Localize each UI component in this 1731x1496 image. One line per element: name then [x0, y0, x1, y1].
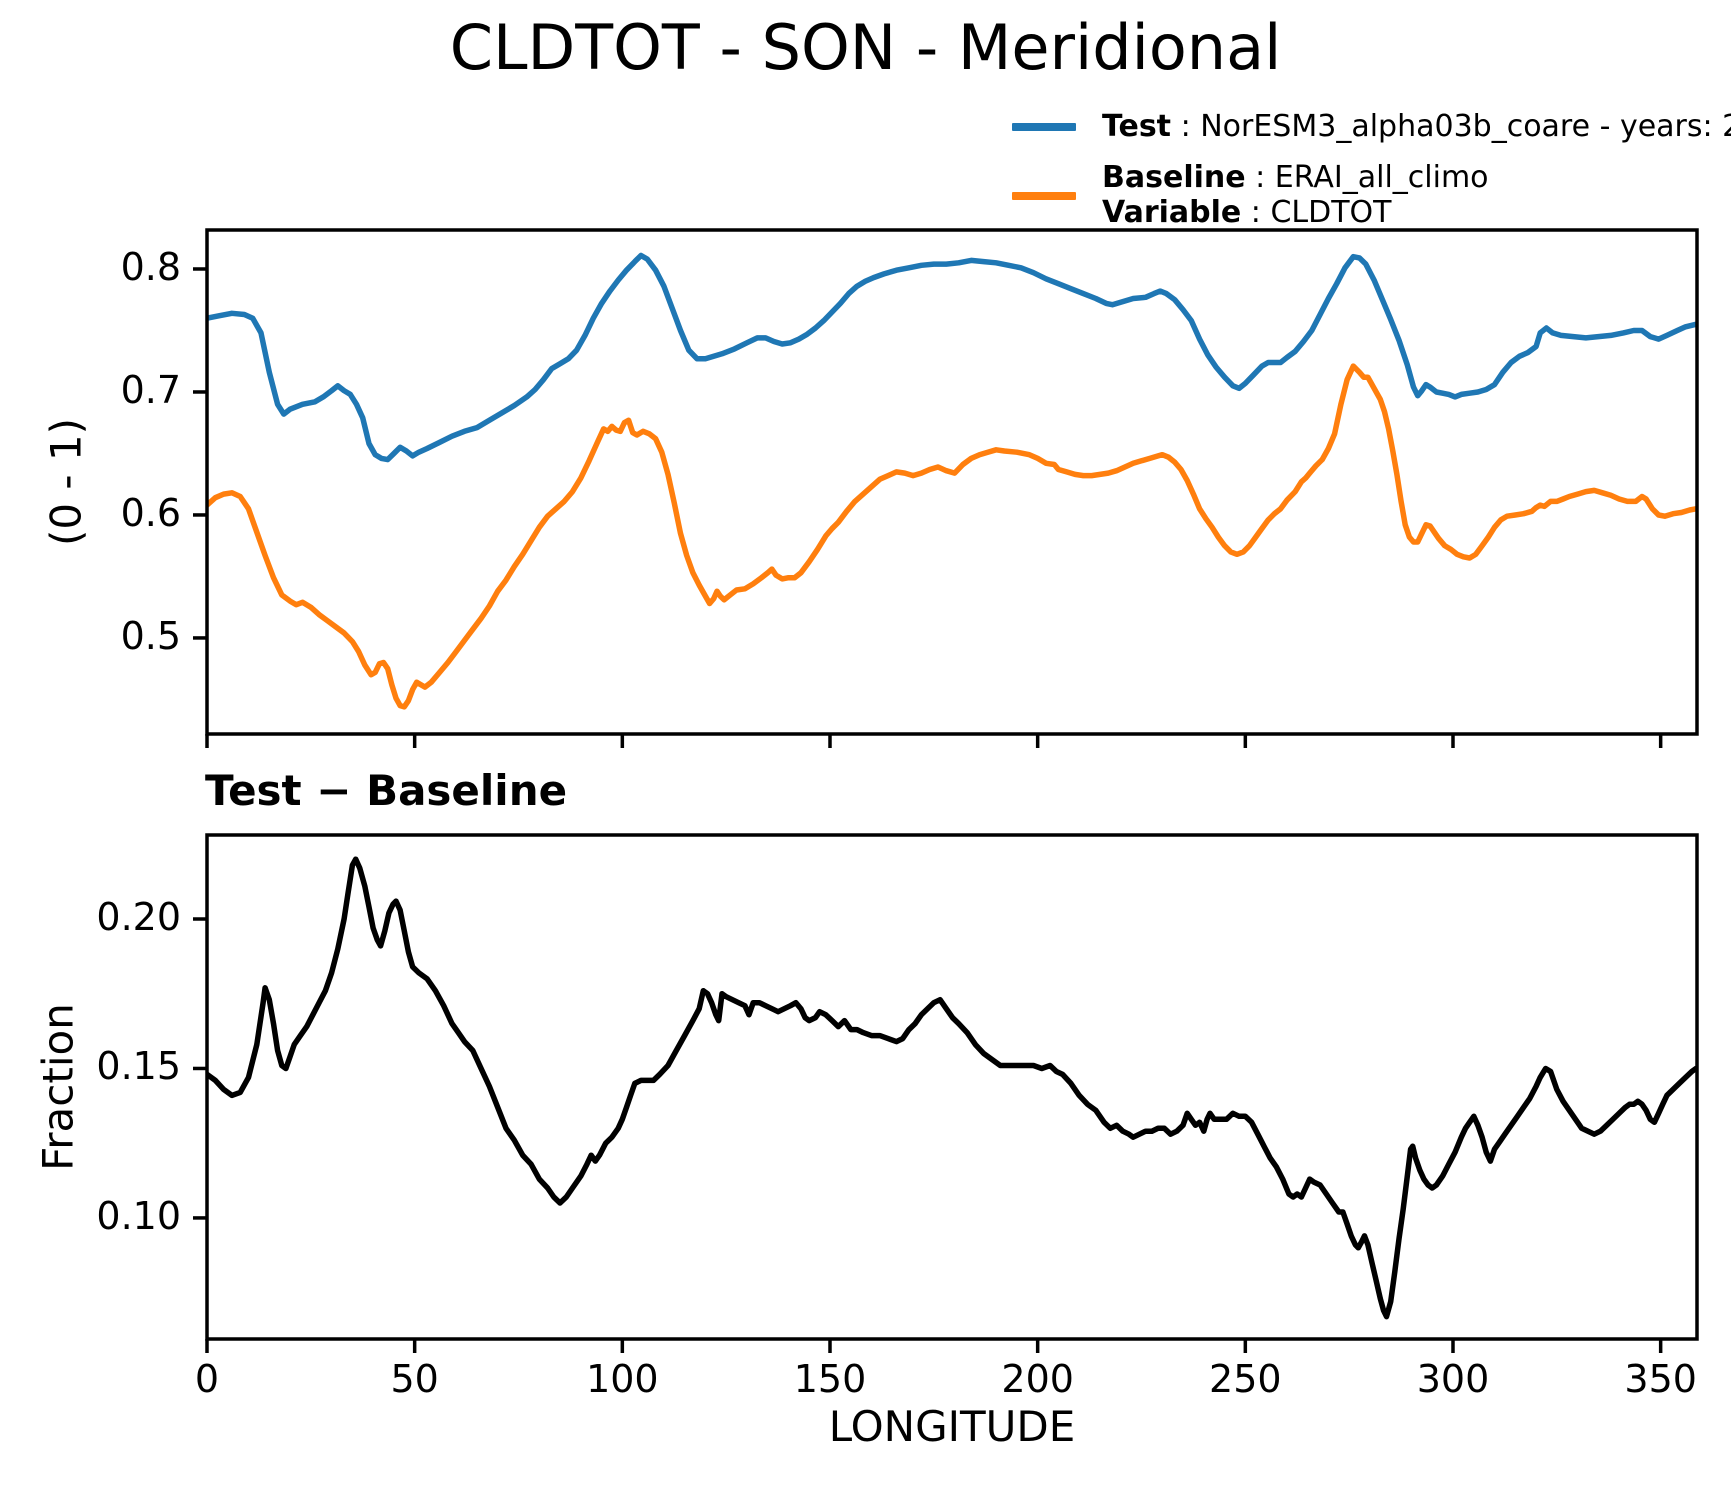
y-tick-label: 0.10 [96, 1193, 181, 1238]
x-tick-label: 350 [1624, 1357, 1697, 1401]
bottom-chart [193, 833, 1699, 1353]
legend-entry-test: Test : NorESM3_alpha03b_coare - years: 2… [1012, 109, 1731, 145]
figure-title: CLDTOT - SON - Meridional [449, 11, 1282, 84]
x-tick-label: 100 [586, 1357, 659, 1401]
y-tick-label: 0.7 [120, 367, 181, 412]
legend: Test : NorESM3_alpha03b_coare - years: 2… [1012, 109, 1731, 246]
x-tick-label: 150 [793, 1357, 867, 1401]
legend-entry-test-label: Test : NorESM3_alpha03b_coare - years: 2… [1102, 109, 1731, 144]
x-tick-label: 50 [390, 1357, 439, 1401]
series-line-test-baseline [207, 856, 1697, 1320]
y-tick-label: 0.15 [96, 1044, 181, 1089]
x-tick-label: 200 [1001, 1357, 1074, 1401]
x-tick-label: 300 [1416, 1357, 1490, 1401]
x-axis-label: LONGITUDE [828, 1402, 1076, 1451]
baseline-line-swatch-icon [1012, 191, 1076, 200]
x-tick-label: 250 [1209, 1357, 1282, 1401]
plot-frame [205, 833, 1699, 1341]
legend-entry-baseline: Baseline : ERAI_all_climo Variable : CLD… [1012, 159, 1731, 231]
top-chart [193, 228, 1699, 748]
y-tick-label: 0.5 [120, 613, 181, 658]
y-tick-label: 0.8 [120, 244, 181, 289]
plot-frame [205, 228, 1699, 736]
series-line-baseline [207, 363, 1697, 710]
series-line-test [207, 252, 1697, 463]
y-tick-label: 0.6 [120, 490, 181, 535]
y-tick-label: 0.20 [96, 895, 181, 939]
bottom-chart-title: Test − Baseline [205, 766, 568, 815]
x-tick-label: 0 [194, 1357, 220, 1401]
legend-entry-baseline-label: Baseline : ERAI_all_climo Variable : CLD… [1102, 159, 1489, 230]
test-line-swatch-icon [1012, 123, 1076, 132]
